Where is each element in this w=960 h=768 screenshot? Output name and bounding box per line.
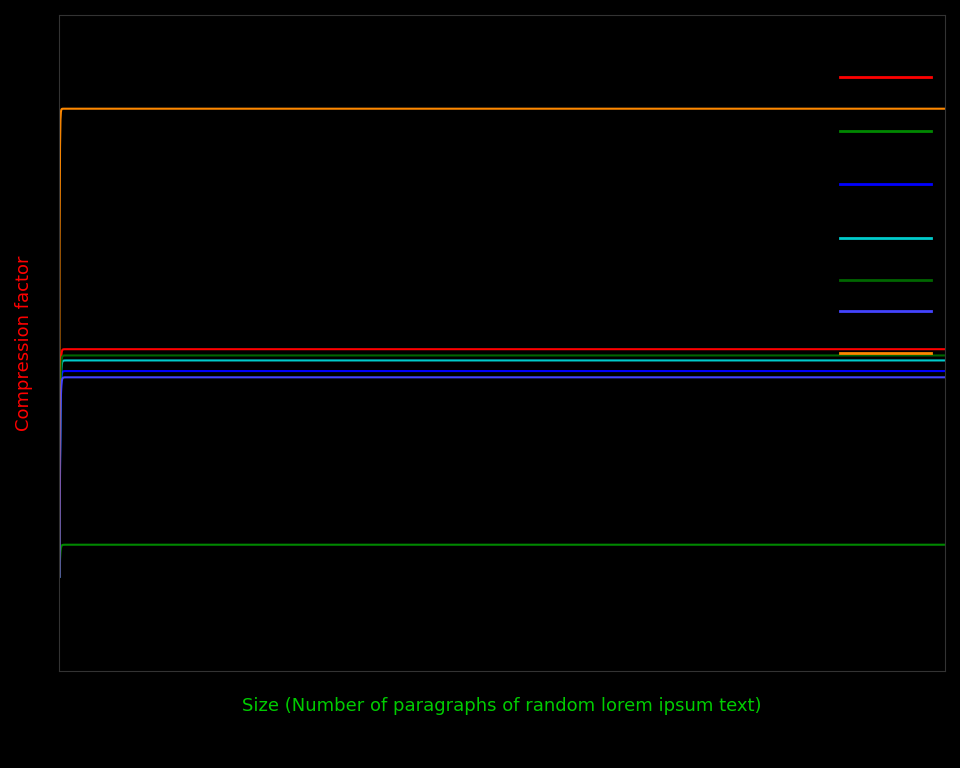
Y-axis label: Compression factor: Compression factor	[15, 255, 33, 431]
X-axis label: Size (Number of paragraphs of random lorem ipsum text): Size (Number of paragraphs of random lor…	[242, 697, 761, 714]
